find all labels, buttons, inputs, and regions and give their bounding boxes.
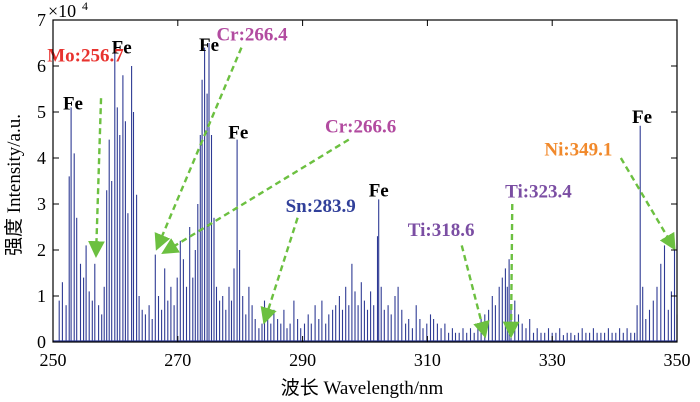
x-tick-label: 290 (289, 350, 316, 370)
x-tick-label: 270 (164, 350, 191, 370)
y-tick-label: 0 (37, 332, 46, 352)
x-tick-label: 330 (539, 350, 566, 370)
element-label-fe: Fe (369, 181, 389, 202)
plot-area (53, 43, 678, 342)
annotation-label: Ti:323.4 (505, 182, 572, 203)
annotation-arrow (161, 138, 350, 255)
y-tick-label: 4 (37, 148, 46, 168)
y-tick-label: 3 (37, 194, 46, 214)
annotation-arrow (460, 245, 490, 339)
x-tick-label: 310 (414, 350, 441, 370)
element-label-fe: Fe (112, 38, 132, 59)
annotation-arrow (502, 203, 520, 339)
axes (52, 19, 678, 343)
annotation-label: Sn:283.9 (286, 196, 356, 217)
element-label-fe: Fe (228, 123, 248, 144)
element-label-fe: Fe (632, 107, 652, 128)
annotation-label: Cr:266.6 (325, 117, 396, 138)
y-axis-multiplier: ×10 (48, 1, 76, 21)
x-tick-label: 350 (664, 350, 691, 370)
x-axis-label: 波长 Wavelength/nm (281, 377, 444, 399)
y-axis-multiplier-exponent: 4 (82, 0, 88, 13)
y-tick-label: 1 (37, 286, 46, 306)
y-axis-label: 强度 Intensity/a.u. (3, 114, 25, 256)
annotation-label: Mo:256.7 (47, 45, 124, 66)
annotation-arrow (154, 47, 243, 251)
element-label-fe: Fe (63, 94, 83, 115)
ticks: 250 270 290 310 330 350 0 1 2 3 4 5 6 7 (37, 10, 691, 370)
annotation-arrow (260, 217, 299, 325)
y-tick-label: 7 (37, 10, 46, 30)
y-tick-label: 6 (37, 56, 46, 76)
annotation-arrow (619, 157, 676, 251)
annotation-label: Cr:266.4 (216, 25, 288, 46)
element-label-fe: Fe (199, 35, 219, 56)
annotation-label: Ti:318.6 (408, 220, 475, 241)
y-tick-label: 5 (37, 102, 46, 122)
plot-frame (52, 19, 678, 343)
x-tick-label: 250 (40, 350, 67, 370)
y-tick-label: 2 (37, 240, 46, 260)
annotation-label: Ni:349.1 (544, 140, 612, 161)
annotation-arrow (88, 98, 105, 258)
